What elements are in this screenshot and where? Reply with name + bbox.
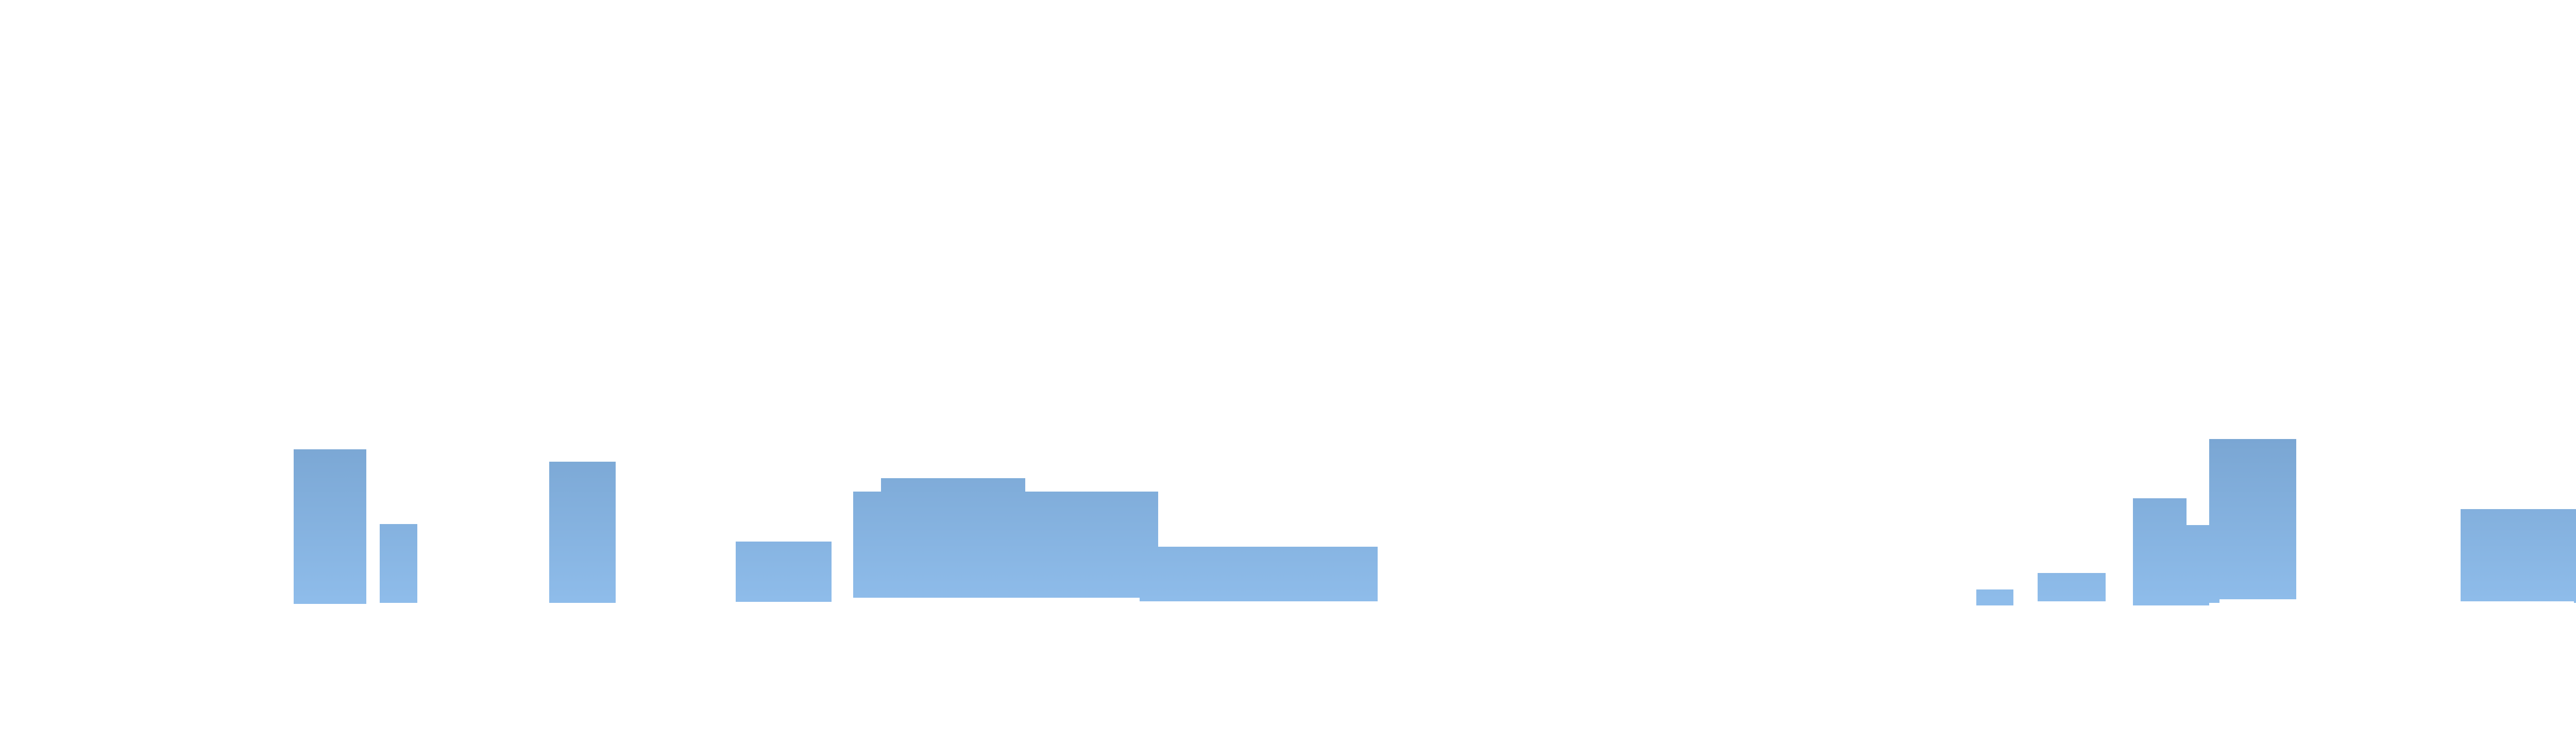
bar-7 [1025,492,1140,598]
bar-12 [2133,498,2187,605]
bar-11 [2038,573,2106,601]
bar-6 [881,478,1025,598]
bar-1 [294,449,366,604]
bar-10 [1976,589,2013,605]
bar-series [294,439,2576,605]
bar-5 [853,492,881,598]
bar-16 [2461,509,2576,601]
bar-8 [1140,492,1158,601]
bar-2 [380,524,417,603]
bar-3 [549,462,616,603]
bar-9 [1158,547,1378,601]
bar-17 [2574,542,2576,603]
bar-13 [2187,525,2209,605]
bar-4 [736,542,832,602]
bar-15 [2209,439,2296,599]
